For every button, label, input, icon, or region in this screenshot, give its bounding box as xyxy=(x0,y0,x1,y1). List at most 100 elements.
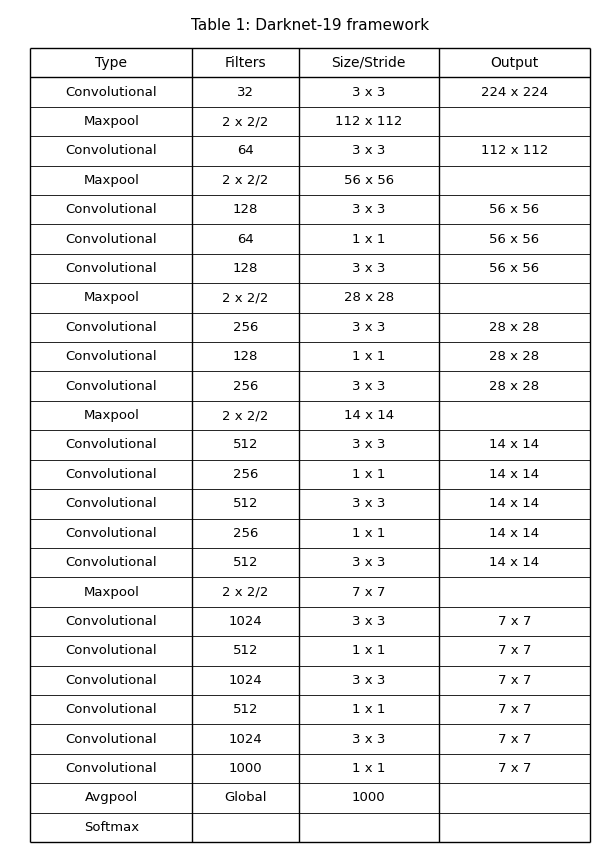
Text: 28 x 28: 28 x 28 xyxy=(344,291,394,304)
Text: Convolutional: Convolutional xyxy=(66,439,157,452)
Text: 3 x 3: 3 x 3 xyxy=(352,498,385,510)
Text: 3 x 3: 3 x 3 xyxy=(352,145,385,158)
Text: 3 x 3: 3 x 3 xyxy=(352,733,385,746)
Text: 2 x 2/2: 2 x 2/2 xyxy=(223,174,269,187)
Text: 112 x 112: 112 x 112 xyxy=(481,145,548,158)
Text: 28 x 28: 28 x 28 xyxy=(489,380,539,393)
Text: 256: 256 xyxy=(233,321,258,334)
Text: 128: 128 xyxy=(233,204,258,216)
Text: Convolutional: Convolutional xyxy=(66,644,157,658)
Text: 3 x 3: 3 x 3 xyxy=(352,674,385,687)
Text: 7 x 7: 7 x 7 xyxy=(352,585,385,599)
Text: 1 x 1: 1 x 1 xyxy=(352,350,385,363)
Text: 32: 32 xyxy=(237,85,254,99)
Text: Softmax: Softmax xyxy=(84,820,139,834)
Text: Maxpool: Maxpool xyxy=(83,585,139,599)
Text: Convolutional: Convolutional xyxy=(66,615,157,628)
Text: Filters: Filters xyxy=(225,55,266,70)
Text: 1024: 1024 xyxy=(229,674,263,687)
Text: 2 x 2/2: 2 x 2/2 xyxy=(223,115,269,128)
Text: Convolutional: Convolutional xyxy=(66,762,157,775)
Text: 3 x 3: 3 x 3 xyxy=(352,321,385,334)
Text: 256: 256 xyxy=(233,468,258,481)
Text: 3 x 3: 3 x 3 xyxy=(352,439,385,452)
Text: 112 x 112: 112 x 112 xyxy=(335,115,402,128)
Text: 128: 128 xyxy=(233,350,258,363)
Text: 256: 256 xyxy=(233,527,258,539)
Text: 1024: 1024 xyxy=(229,733,263,746)
Text: 14 x 14: 14 x 14 xyxy=(489,527,539,539)
Text: 7 x 7: 7 x 7 xyxy=(498,644,531,658)
Text: 512: 512 xyxy=(233,556,258,569)
Text: 64: 64 xyxy=(237,145,254,158)
Text: 512: 512 xyxy=(233,644,258,658)
Text: 7 x 7: 7 x 7 xyxy=(498,674,531,687)
Text: 1 x 1: 1 x 1 xyxy=(352,233,385,245)
Text: Size/Stride: Size/Stride xyxy=(331,55,406,70)
Text: 3 x 3: 3 x 3 xyxy=(352,85,385,99)
Text: Convolutional: Convolutional xyxy=(66,498,157,510)
Text: 1024: 1024 xyxy=(229,615,263,628)
Text: Table 1: Darknet-19 framework: Table 1: Darknet-19 framework xyxy=(191,18,429,33)
Text: Type: Type xyxy=(95,55,127,70)
Text: 7 x 7: 7 x 7 xyxy=(498,703,531,717)
Text: Convolutional: Convolutional xyxy=(66,733,157,746)
Text: 3 x 3: 3 x 3 xyxy=(352,556,385,569)
Text: 56 x 56: 56 x 56 xyxy=(489,262,539,275)
Text: Maxpool: Maxpool xyxy=(83,291,139,304)
Text: Convolutional: Convolutional xyxy=(66,145,157,158)
Text: 2 x 2/2: 2 x 2/2 xyxy=(223,409,269,422)
Text: Convolutional: Convolutional xyxy=(66,321,157,334)
Text: 14 x 14: 14 x 14 xyxy=(489,439,539,452)
Text: Convolutional: Convolutional xyxy=(66,85,157,99)
Text: 1 x 1: 1 x 1 xyxy=(352,762,385,775)
Text: Output: Output xyxy=(490,55,539,70)
Text: Convolutional: Convolutional xyxy=(66,556,157,569)
Text: Convolutional: Convolutional xyxy=(66,703,157,717)
Text: Convolutional: Convolutional xyxy=(66,262,157,275)
Text: Convolutional: Convolutional xyxy=(66,527,157,539)
Text: 1000: 1000 xyxy=(229,762,263,775)
Text: Maxpool: Maxpool xyxy=(83,174,139,187)
Text: Convolutional: Convolutional xyxy=(66,380,157,393)
Text: Convolutional: Convolutional xyxy=(66,468,157,481)
Text: 14 x 14: 14 x 14 xyxy=(344,409,394,422)
Text: 3 x 3: 3 x 3 xyxy=(352,615,385,628)
Text: 2 x 2/2: 2 x 2/2 xyxy=(223,585,269,599)
Text: 56 x 56: 56 x 56 xyxy=(344,174,394,187)
Text: 28 x 28: 28 x 28 xyxy=(489,350,539,363)
Text: 3 x 3: 3 x 3 xyxy=(352,262,385,275)
Text: 56 x 56: 56 x 56 xyxy=(489,233,539,245)
Text: 7 x 7: 7 x 7 xyxy=(498,733,531,746)
Text: 128: 128 xyxy=(233,262,258,275)
Text: Maxpool: Maxpool xyxy=(83,409,139,422)
Text: 28 x 28: 28 x 28 xyxy=(489,321,539,334)
Text: 14 x 14: 14 x 14 xyxy=(489,556,539,569)
Text: 56 x 56: 56 x 56 xyxy=(489,204,539,216)
Text: 3 x 3: 3 x 3 xyxy=(352,380,385,393)
Text: 1 x 1: 1 x 1 xyxy=(352,644,385,658)
Text: 1 x 1: 1 x 1 xyxy=(352,703,385,717)
Text: 7 x 7: 7 x 7 xyxy=(498,762,531,775)
Text: Convolutional: Convolutional xyxy=(66,204,157,216)
Text: Global: Global xyxy=(224,792,267,804)
Text: 256: 256 xyxy=(233,380,258,393)
Text: 14 x 14: 14 x 14 xyxy=(489,468,539,481)
Text: Maxpool: Maxpool xyxy=(83,115,139,128)
Text: 512: 512 xyxy=(233,498,258,510)
Text: Convolutional: Convolutional xyxy=(66,233,157,245)
Text: 1 x 1: 1 x 1 xyxy=(352,527,385,539)
Text: 64: 64 xyxy=(237,233,254,245)
Text: 7 x 7: 7 x 7 xyxy=(498,615,531,628)
Text: Convolutional: Convolutional xyxy=(66,350,157,363)
Text: 2 x 2/2: 2 x 2/2 xyxy=(223,291,269,304)
Text: 1 x 1: 1 x 1 xyxy=(352,468,385,481)
Text: Convolutional: Convolutional xyxy=(66,674,157,687)
Text: 3 x 3: 3 x 3 xyxy=(352,204,385,216)
Text: 512: 512 xyxy=(233,703,258,717)
Text: 224 x 224: 224 x 224 xyxy=(481,85,548,99)
Text: 1000: 1000 xyxy=(352,792,385,804)
Text: 14 x 14: 14 x 14 xyxy=(489,498,539,510)
Text: Avgpool: Avgpool xyxy=(85,792,138,804)
Text: 512: 512 xyxy=(233,439,258,452)
